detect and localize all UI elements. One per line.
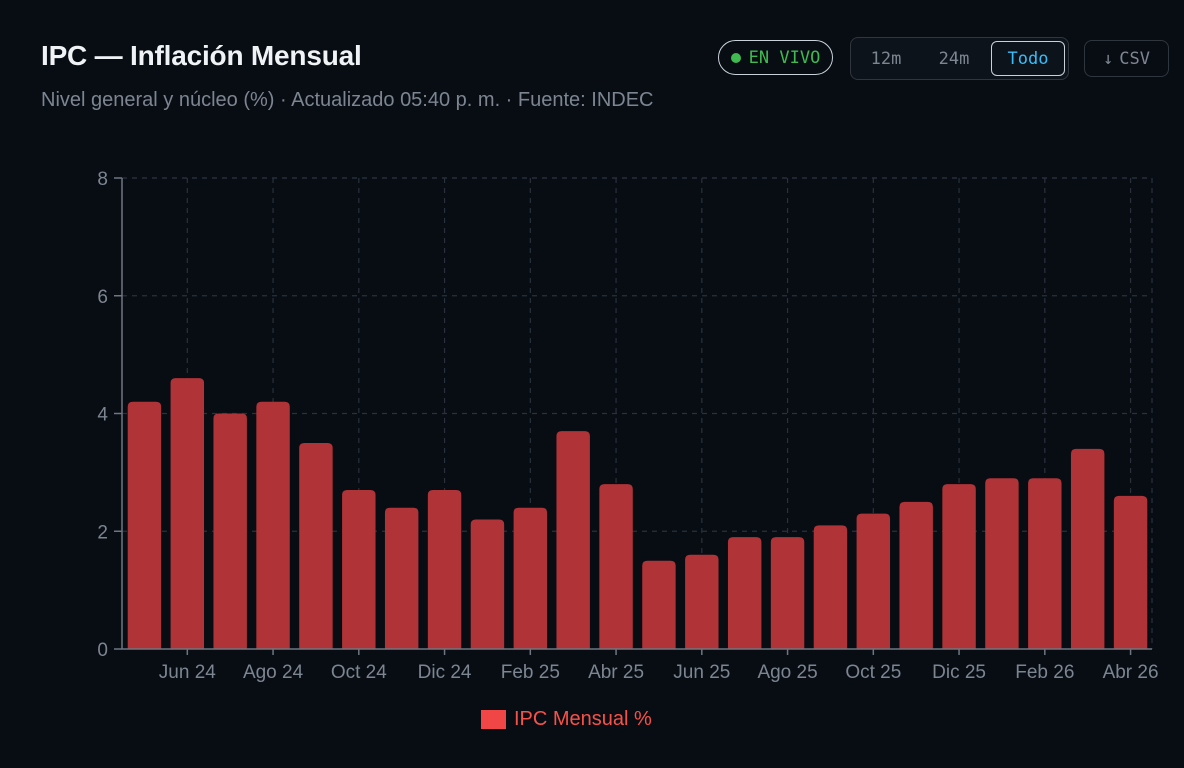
bar-jul-25 — [727, 537, 762, 649]
bar-may-24 — [127, 401, 162, 649]
legend-label: IPC Mensual % — [514, 708, 652, 730]
x-tick-label: Ago 24 — [243, 662, 304, 683]
bar-oct-25 — [856, 513, 891, 649]
chart-subtitle: Nivel general y núcleo (%) · Actualizado… — [41, 89, 654, 111]
x-tick-label: Feb 25 — [501, 662, 560, 683]
y-tick-label: 2 — [97, 522, 108, 543]
live-dot-icon — [730, 52, 741, 63]
bar-ene-26 — [985, 478, 1019, 649]
x-tick-label: Oct 24 — [331, 662, 387, 683]
bar-chart: 0 2 4 6 8 Jun 24 Ago 24 Oct 24 Dic 24 Feb 25 Abr 2… — [97, 169, 1158, 683]
bar-sep-24 — [299, 442, 333, 649]
chart-bars — [127, 378, 1148, 649]
bar-nov-24 — [384, 507, 419, 649]
x-tick-label: Ago 25 — [757, 662, 817, 683]
bar-dic-25 — [942, 484, 976, 649]
x-tick-label: Dic 25 — [932, 662, 986, 683]
bar-feb-26 — [1028, 478, 1062, 649]
bar-nov-25 — [899, 501, 933, 649]
range-button-24m[interactable]: 24m — [938, 48, 970, 69]
bar-oct-24 — [342, 490, 376, 649]
x-tick-label: Dic 24 — [418, 662, 472, 683]
y-tick-label: 4 — [97, 405, 108, 426]
x-tick-label: Abr 26 — [1103, 662, 1159, 683]
bar-ene-25 — [470, 519, 505, 649]
csv-download-button[interactable]: ↓ CSV — [1084, 40, 1169, 77]
chart-title: IPC — Inflación Mensual — [41, 40, 362, 71]
bar-dic-24 — [427, 490, 462, 649]
bar-jul-24 — [213, 413, 247, 649]
bar-abr-25 — [599, 484, 633, 649]
live-badge: EN VIVO — [718, 40, 833, 75]
bar-ago-25 — [770, 537, 805, 649]
bar-jun-25 — [685, 554, 719, 649]
bar-may-25 — [642, 560, 676, 649]
x-tick-label: Feb 26 — [1015, 662, 1074, 683]
live-label: EN VIVO — [748, 47, 821, 68]
x-tick-label: Jun 25 — [673, 662, 730, 683]
bar-mar-26 — [1070, 448, 1105, 649]
legend-swatch — [481, 710, 506, 729]
range-button-12m[interactable]: 12m — [870, 48, 902, 69]
chart-axes: 0 2 4 6 8 Jun 24 Ago 24 Oct 24 Dic 24 Feb 25 Abr 2… — [97, 169, 1158, 683]
range-selector: 12m 24m Todo — [850, 37, 1069, 80]
download-arrow-icon: ↓ — [1103, 48, 1114, 69]
bar-ago-24 — [256, 401, 290, 649]
bar-mar-25 — [556, 431, 590, 649]
bar-sep-25 — [813, 525, 848, 649]
y-tick-label: 8 — [97, 169, 108, 190]
bar-abr-26 — [1113, 495, 1148, 649]
csv-label: CSV — [1119, 48, 1150, 69]
x-tick-label: Abr 25 — [588, 662, 644, 683]
x-tick-label: Oct 25 — [845, 662, 901, 683]
bar-jun-24 — [170, 378, 205, 649]
x-tick-label: Jun 24 — [159, 662, 216, 683]
y-tick-label: 0 — [97, 640, 108, 661]
chart-legend: IPC Mensual % — [481, 708, 652, 731]
range-button-todo[interactable]: Todo — [991, 41, 1065, 76]
bar-feb-25 — [513, 507, 548, 649]
y-tick-label: 6 — [97, 287, 108, 308]
